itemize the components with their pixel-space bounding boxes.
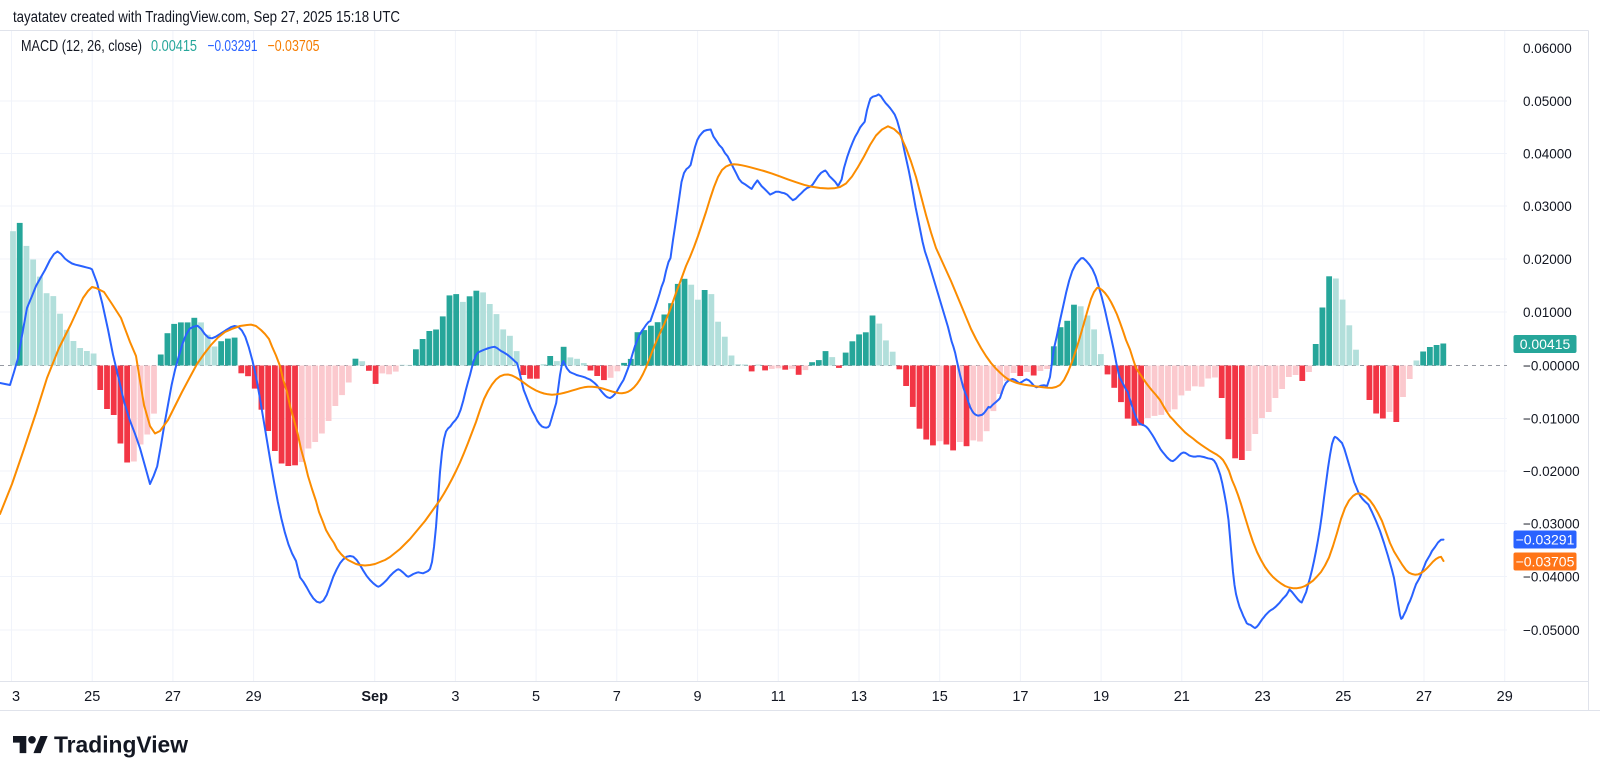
svg-text:−0.00000: −0.00000 xyxy=(1523,358,1580,373)
svg-text:11: 11 xyxy=(771,689,786,705)
svg-text:27: 27 xyxy=(165,689,181,705)
svg-text:−0.01000: −0.01000 xyxy=(1523,411,1580,426)
svg-text:15: 15 xyxy=(932,689,948,705)
svg-text:−0.04000: −0.04000 xyxy=(1523,569,1580,584)
svg-text:19: 19 xyxy=(1093,689,1109,705)
svg-text:−0.03291: −0.03291 xyxy=(1516,532,1575,548)
svg-text:7: 7 xyxy=(613,689,621,705)
svg-text:−0.03291: −0.03291 xyxy=(208,38,258,55)
svg-text:27: 27 xyxy=(1416,689,1432,705)
svg-text:−0.03000: −0.03000 xyxy=(1523,516,1580,531)
svg-text:0.00415: 0.00415 xyxy=(1520,336,1571,352)
svg-text:0.02000: 0.02000 xyxy=(1523,252,1572,267)
svg-text:21: 21 xyxy=(1174,689,1190,705)
svg-text:MACD (12, 26, close): MACD (12, 26, close) xyxy=(21,38,142,55)
svg-text:29: 29 xyxy=(1497,689,1513,705)
svg-text:−0.03705: −0.03705 xyxy=(1516,554,1575,570)
svg-text:tayatatev created with Trading: tayatatev created with TradingView.com, … xyxy=(13,9,400,26)
svg-text:0.06000: 0.06000 xyxy=(1523,41,1572,56)
svg-text:−0.03705: −0.03705 xyxy=(268,38,320,55)
svg-text:29: 29 xyxy=(246,689,262,705)
svg-text:9: 9 xyxy=(694,689,702,705)
svg-text:−0.05000: −0.05000 xyxy=(1523,623,1580,638)
svg-text:17: 17 xyxy=(1012,689,1028,705)
svg-text:Sep: Sep xyxy=(361,689,388,705)
svg-text:0.03000: 0.03000 xyxy=(1523,199,1572,214)
svg-text:0.01000: 0.01000 xyxy=(1523,305,1572,320)
svg-text:5: 5 xyxy=(532,689,540,705)
svg-text:23: 23 xyxy=(1255,689,1271,705)
svg-text:3: 3 xyxy=(451,689,459,705)
svg-text:−0.02000: −0.02000 xyxy=(1523,464,1580,479)
svg-text:0.04000: 0.04000 xyxy=(1523,146,1572,161)
svg-text:TradingView: TradingView xyxy=(54,732,188,758)
svg-text:25: 25 xyxy=(1335,689,1351,705)
svg-text:25: 25 xyxy=(84,689,100,705)
svg-text:13: 13 xyxy=(851,689,867,705)
svg-text:3: 3 xyxy=(12,689,20,705)
svg-text:0.05000: 0.05000 xyxy=(1523,94,1572,109)
svg-text:0.00415: 0.00415 xyxy=(151,38,197,55)
